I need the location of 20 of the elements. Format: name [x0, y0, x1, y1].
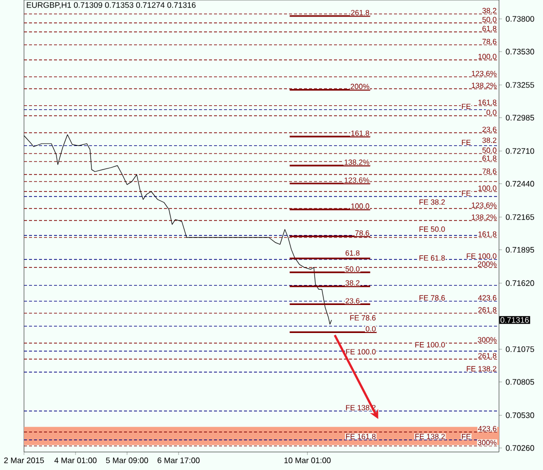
y-tick-label: 0.71895 — [506, 246, 534, 253]
y-tick-label: 0.72165 — [506, 214, 534, 220]
x-tick-label: 10 Mar 01:00 — [284, 458, 331, 464]
y-tick-label: 0.72985 — [506, 114, 534, 121]
x-tick-label: 4 Mar 01:00 — [54, 458, 97, 464]
y-tick-label: 0.71075 — [506, 346, 534, 352]
y-tick-label: 0.71620 — [506, 280, 534, 286]
y-tick-label: 0.70805 — [506, 379, 534, 385]
y-tick-label: 0.73800 — [506, 16, 534, 22]
chart-title: EURGBP,H1 0.71309 0.71353 0.71274 0.71316 — [26, 2, 196, 9]
y-tick-label: 0.70530 — [506, 412, 534, 418]
x-tick-label: 6 Mar 17:00 — [158, 458, 200, 464]
y-tick-label: 0.70260 — [506, 445, 534, 451]
y-tick-label: 0.72440 — [506, 180, 534, 187]
y-tick-label: 0.72710 — [506, 148, 534, 154]
text: 0.71316 — [500, 317, 529, 323]
x-tick-label: 5 Mar 09:00 — [106, 458, 148, 464]
y-tick-label: 0.73255 — [506, 82, 534, 88]
x-tick-label: 2 Mar 2015 — [4, 458, 44, 464]
y-tick-label: 0.73530 — [506, 48, 534, 54]
